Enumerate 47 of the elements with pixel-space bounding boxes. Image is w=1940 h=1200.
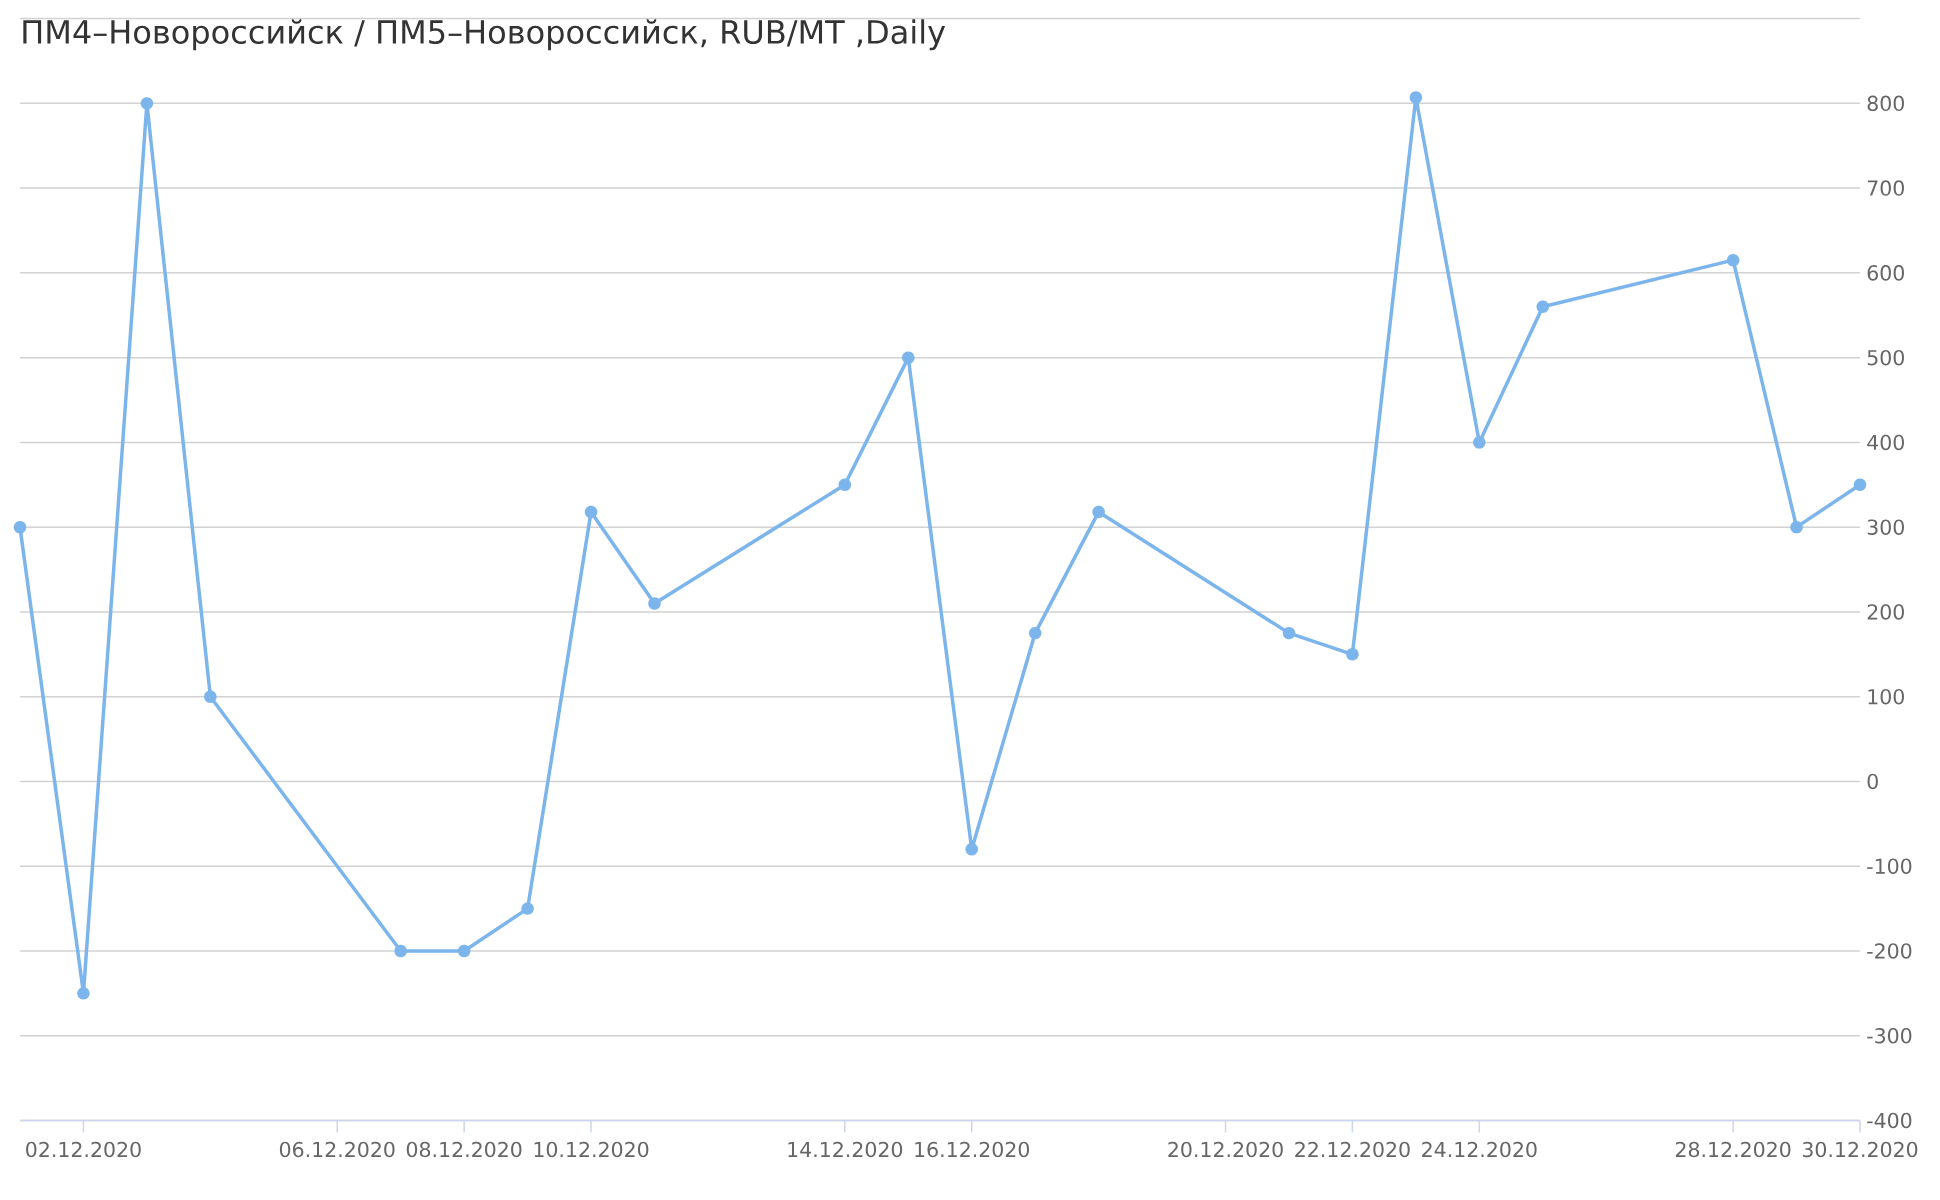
point [838, 478, 852, 492]
point [1282, 626, 1296, 640]
point [1790, 520, 1803, 534]
point [1536, 300, 1550, 314]
point [1092, 505, 1105, 519]
point [584, 505, 598, 519]
point [77, 987, 90, 1000]
point [13, 520, 27, 534]
x-tick-label: 10.12.2020 [534, 1141, 649, 1158]
point [394, 944, 407, 958]
y-tick-label: 700 [1867, 180, 1904, 196]
x-tick-label: 22.12.2020 [1295, 1141, 1410, 1158]
point [1473, 436, 1486, 449]
point [457, 944, 471, 958]
point [965, 843, 978, 856]
point [1346, 648, 1359, 661]
point [1853, 478, 1867, 492]
x-tick-label: 20.12.2020 [1168, 1141, 1283, 1158]
x-tick-label: 28.12.2020 [1675, 1141, 1791, 1158]
y-tick-label: -200 [1867, 943, 1912, 959]
y-tick-label: 600 [1867, 265, 1904, 281]
y-tick-label: 300 [1867, 519, 1904, 535]
y-tick-label: -400 [1867, 1112, 1912, 1129]
point [204, 690, 217, 703]
x-tick-label: 14.12.2020 [788, 1141, 903, 1158]
y-tick-label: 100 [1868, 688, 1904, 705]
x-tick-label: 16.12.2020 [915, 1141, 1030, 1158]
x-tick-label: 02.12.2020 [26, 1141, 141, 1158]
y-tick-label: 200 [1867, 604, 1904, 620]
y-tick-label: 0 [1867, 773, 1878, 790]
x-tick-label: 06.12.2020 [279, 1141, 395, 1158]
point [902, 351, 915, 364]
chart-title: ПМ4–Новороссийск / ПМ5–Новороссийск, RUB/MT ,Daily [23, 19, 946, 51]
point [1409, 91, 1423, 104]
point [521, 902, 534, 915]
x-tick-label: 30.12.2020 [1802, 1141, 1918, 1158]
x-tick-label: 24.12.2020 [1422, 1141, 1537, 1158]
y-tick-label: -100 [1867, 858, 1912, 874]
y-tick-label: -300 [1867, 1027, 1912, 1044]
y-tick-label: 500 [1867, 349, 1904, 366]
point [648, 597, 661, 610]
y-tick-label: 400 [1867, 434, 1904, 451]
point [140, 97, 154, 110]
y-tick-label: 800 [1867, 95, 1904, 112]
x-tick-label: 08.12.2020 [406, 1141, 522, 1158]
point [1726, 253, 1740, 267]
point [1028, 626, 1042, 640]
